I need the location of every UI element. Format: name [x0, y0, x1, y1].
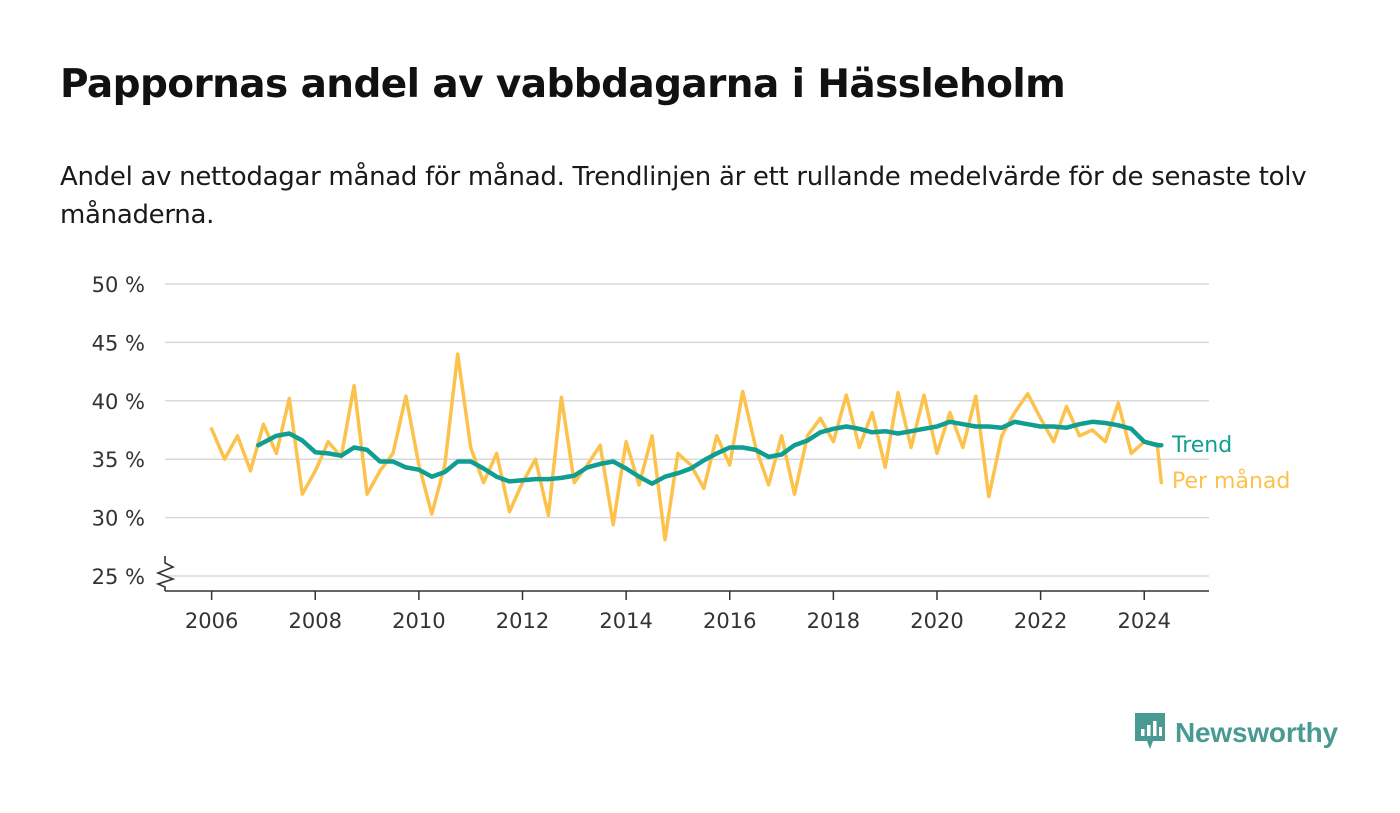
x-tick-label: 2016: [703, 609, 756, 633]
y-tick-label: 25 %: [92, 565, 145, 589]
y-tick-label: 50 %: [92, 273, 145, 297]
x-axis: [165, 590, 1209, 600]
y-tick-label: 45 %: [92, 331, 145, 355]
x-tick-label: 2010: [392, 609, 445, 633]
y-tick-label: 35 %: [92, 448, 145, 472]
monthly-series-line: [209, 352, 1164, 542]
x-tick-label: 2008: [289, 609, 342, 633]
x-tick-label: 2024: [1118, 609, 1171, 633]
x-tick-label: 2020: [910, 609, 963, 633]
gridlines: [165, 283, 1209, 577]
axis-break-icon: [155, 556, 176, 591]
series-lines: [209, 352, 1164, 542]
y-tick-label: 30 %: [92, 507, 145, 531]
trend-series-label: Trend: [1171, 433, 1232, 458]
chart-subtitle: Andel av nettodagar månad för månad. Tre…: [60, 162, 1307, 230]
x-tick-label: 2014: [599, 609, 652, 633]
x-tick-label: 2022: [1014, 609, 1067, 633]
series-labels: Per månad Trend: [1171, 433, 1290, 494]
trend-series-line: [256, 419, 1164, 486]
y-tick-labels: 25 % 30 % 35 % 40 % 45 % 50 %: [92, 273, 145, 589]
newsworthy-logo: Newsworthy: [1133, 712, 1338, 754]
newsworthy-chart-icon: [1133, 711, 1167, 755]
y-tick-label: 40 %: [92, 390, 145, 414]
x-tick-label: 2012: [496, 609, 549, 633]
x-tick-labels: 2006 2008 2010 2012 2014 2016 2018 2020 2022 2024: [185, 609, 1171, 633]
logo-text: Newsworthy: [1175, 717, 1338, 748]
x-tick-label: 2018: [807, 609, 860, 633]
x-tick-label: 2006: [185, 609, 238, 633]
chart-title: Pappornas andel av vabbdagarna i Hässleh…: [60, 62, 1066, 107]
monthly-series-label: Per månad: [1172, 468, 1290, 494]
